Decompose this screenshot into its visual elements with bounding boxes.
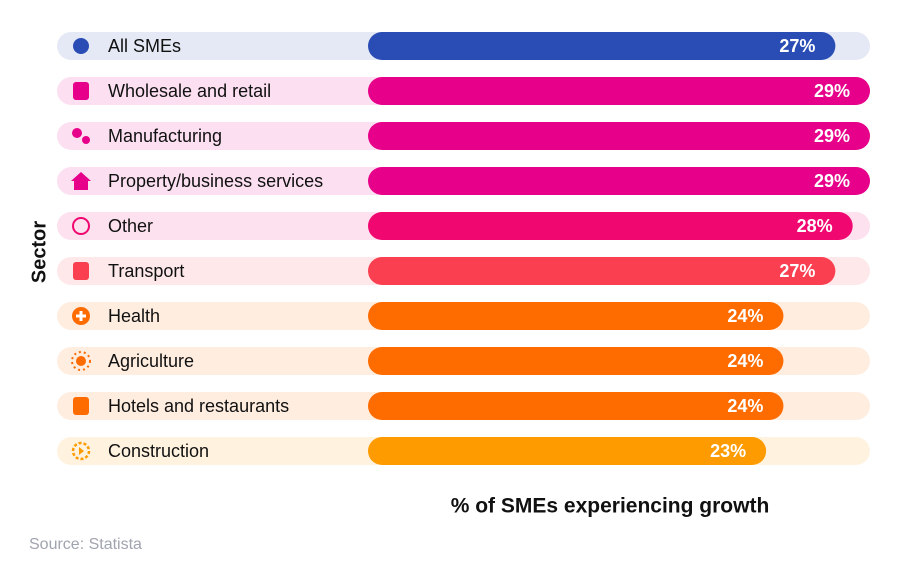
value-label: 28% — [797, 216, 833, 236]
category-label: All SMEs — [108, 36, 181, 56]
bar — [368, 392, 784, 420]
bar — [368, 32, 836, 60]
icon — [71, 172, 91, 190]
x-axis-title: % of SMEs experiencing growth — [451, 495, 770, 518]
icon-shape — [82, 136, 90, 144]
value-label: 24% — [727, 351, 763, 371]
bar — [368, 122, 870, 150]
value-label: 29% — [814, 126, 850, 146]
bar — [368, 437, 767, 465]
value-label: 24% — [727, 396, 763, 416]
icon-shape — [76, 356, 86, 366]
source: Source: Statista — [29, 536, 142, 553]
category-label: Construction — [108, 441, 209, 461]
value-label: 27% — [779, 36, 815, 56]
icon-shape — [79, 447, 84, 455]
category-label: Manufacturing — [108, 126, 222, 146]
icon — [72, 307, 90, 325]
category-label: Other — [108, 216, 153, 236]
icon-shape — [72, 217, 90, 235]
y-axis-title: Sector — [28, 221, 50, 283]
icon — [72, 217, 90, 235]
category-label: Agriculture — [108, 351, 194, 371]
icon-shape — [73, 262, 89, 280]
icon — [71, 351, 91, 371]
bar — [368, 167, 870, 195]
bar — [368, 257, 836, 285]
bar — [368, 347, 784, 375]
icon — [71, 441, 91, 461]
icon-shape — [71, 172, 91, 190]
value-label: 27% — [779, 261, 815, 281]
icon-shape — [72, 128, 82, 138]
value-label: 24% — [727, 306, 763, 326]
category-label: Transport — [108, 261, 184, 281]
icon — [72, 128, 90, 144]
icon-shape — [73, 397, 89, 415]
category-label: Property/business services — [108, 171, 323, 191]
bar — [368, 212, 853, 240]
bar — [368, 302, 784, 330]
icon-shape — [73, 38, 89, 54]
icon — [73, 82, 89, 100]
category-label: Hotels and restaurants — [108, 396, 289, 416]
category-label: Wholesale and retail — [108, 81, 271, 101]
icon-shape — [73, 82, 89, 100]
bar — [368, 77, 870, 105]
category-label: Health — [108, 306, 160, 326]
value-label: 29% — [814, 81, 850, 101]
icon — [73, 38, 89, 54]
icon — [73, 397, 89, 415]
icon — [73, 262, 89, 280]
icon-shape — [71, 351, 91, 371]
icon-shape — [71, 441, 91, 461]
icon-shape — [76, 311, 86, 321]
value-label: 23% — [710, 441, 746, 461]
value-label: 29% — [814, 171, 850, 191]
